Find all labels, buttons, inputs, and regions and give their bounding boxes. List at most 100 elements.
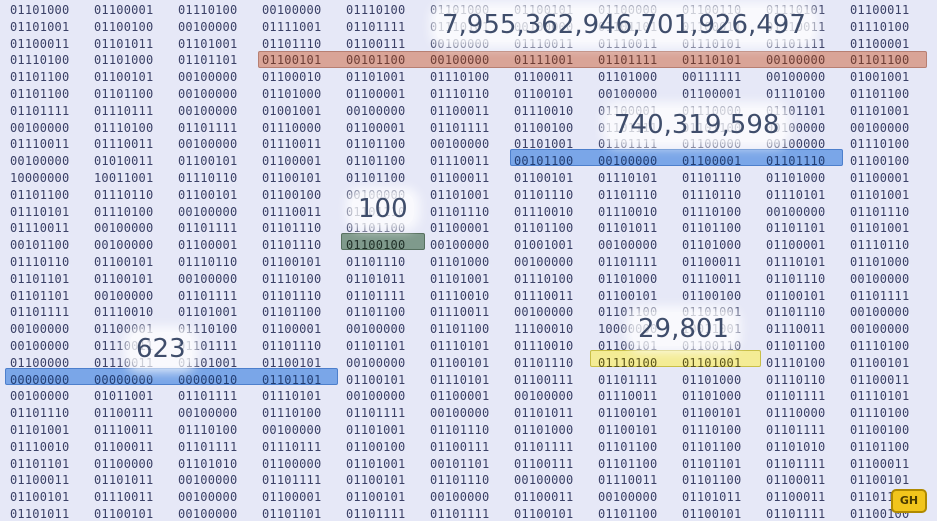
highlighted-byte: 00000000	[94, 372, 154, 387]
binary-byte: 01110011	[10, 221, 70, 236]
binary-byte: 00100000	[178, 507, 238, 521]
highlighted-byte: 01101001	[682, 355, 742, 370]
binary-byte: 01100101	[514, 171, 574, 185]
binary-byte: 00100000	[178, 406, 238, 421]
binary-byte: 01100010	[262, 70, 322, 85]
binary-byte: 01110011	[94, 490, 154, 505]
binary-byte: 01001001	[514, 238, 574, 253]
binary-byte: 01100001	[346, 120, 406, 135]
binary-byte: 00100000	[10, 339, 70, 353]
binary-byte: 01101111	[850, 288, 910, 303]
binary-byte: 00100000	[598, 490, 658, 505]
binary-byte: 01101111	[346, 288, 406, 303]
binary-byte: 01110100	[178, 3, 238, 17]
binary-byte: 01101110	[514, 187, 574, 202]
binary-byte: 01100100	[682, 288, 742, 303]
binary-byte: 01101011	[346, 271, 406, 286]
binary-byte: 10000000	[10, 171, 70, 185]
binary-byte: 01001001	[850, 70, 910, 85]
binary-byte: 01101110	[850, 204, 910, 219]
binary-byte: 01101001	[346, 70, 406, 85]
binary-byte: 01101111	[178, 439, 238, 454]
binary-byte: 01101000	[682, 238, 742, 253]
binary-byte: 01111001	[262, 19, 322, 34]
binary-byte: 01100101	[178, 187, 238, 202]
binary-byte: 01110010	[514, 339, 574, 353]
binary-byte: 01101010	[178, 456, 238, 471]
binary-byte: 01110101	[766, 187, 826, 202]
binary-byte: 01110100	[850, 406, 910, 421]
highlighted-byte: 01110101	[682, 53, 742, 68]
binary-byte: 01110100	[346, 3, 406, 17]
binary-byte: 01101001	[430, 187, 490, 202]
binary-byte: 01101110	[346, 255, 406, 269]
binary-byte: 01110101	[430, 339, 490, 353]
binary-byte: 00100000	[94, 238, 154, 253]
binary-byte: 01100111	[346, 36, 406, 51]
highlighted-byte: 01101111	[598, 53, 658, 68]
binary-byte: 01101001	[10, 19, 70, 34]
binary-byte: 01100001	[682, 87, 742, 101]
binary-byte: 01101111	[178, 221, 238, 236]
binary-byte: 01101111	[598, 372, 658, 387]
binary-byte: 01101100	[598, 439, 658, 454]
highlighted-byte: 01101101	[262, 372, 322, 387]
binary-byte: 01101000	[10, 3, 70, 17]
binary-byte: 01100101	[598, 406, 658, 421]
binary-byte: 00100000	[346, 322, 406, 337]
binary-byte: 00100000	[514, 255, 574, 269]
binary-byte: 00100000	[850, 305, 910, 320]
binary-byte: 00100000	[346, 389, 406, 404]
binary-byte: 00100000	[346, 103, 406, 118]
binary-byte: 01110010	[10, 439, 70, 454]
binary-byte: 01101101	[10, 456, 70, 471]
binary-byte: 01101110	[514, 355, 574, 370]
binary-byte: 00100000	[262, 3, 322, 17]
binary-byte: 01100101	[598, 288, 658, 303]
binary-byte: 01110011	[514, 288, 574, 303]
binary-byte: 01101111	[766, 507, 826, 521]
binary-byte: 01101111	[430, 507, 490, 521]
binary-byte: 01101100	[514, 221, 574, 236]
binary-byte: 01101100	[682, 221, 742, 236]
binary-byte: 01101100	[682, 439, 742, 454]
binary-byte: 01110010	[598, 204, 658, 219]
binary-byte: 01110100	[514, 271, 574, 286]
binary-byte: 01110110	[766, 372, 826, 387]
binary-byte: 01110000	[766, 406, 826, 421]
binary-byte: 01101001	[346, 423, 406, 437]
binary-byte: 01101000	[850, 255, 910, 269]
binary-byte: 00100000	[514, 473, 574, 488]
binary-byte: 01100000	[262, 456, 322, 471]
binary-byte: 01110110	[178, 171, 238, 185]
binary-byte: 01100101	[94, 507, 154, 521]
number-label-29801: 29,801	[632, 312, 735, 346]
highlight-blue-bottom	[5, 368, 338, 385]
highlight-yellow	[590, 350, 761, 367]
binary-byte: 01101110	[262, 339, 322, 353]
binary-byte: 01101110	[430, 423, 490, 437]
binary-byte: 01101000	[682, 389, 742, 404]
binary-byte: 01100101	[346, 473, 406, 488]
binary-byte: 01100111	[430, 439, 490, 454]
number-label-mid: 740,319,598	[608, 108, 786, 142]
binary-byte: 01101111	[766, 456, 826, 471]
binary-byte: 01100101	[682, 406, 742, 421]
binary-byte: 00100000	[94, 288, 154, 303]
binary-byte: 01101100	[682, 473, 742, 488]
binary-byte: 01110100	[850, 137, 910, 152]
binary-byte: 01101000	[598, 70, 658, 85]
binary-byte: 01100001	[178, 238, 238, 253]
binary-byte: 01110110	[850, 238, 910, 253]
binary-byte: 01101001	[850, 103, 910, 118]
binary-byte: 00100000	[178, 137, 238, 152]
binary-byte: 01110110	[430, 87, 490, 101]
binary-byte: 00100000	[430, 490, 490, 505]
binary-byte: 01101111	[346, 406, 406, 421]
binary-byte: 01101001	[850, 221, 910, 236]
binary-byte: 01100001	[850, 36, 910, 51]
highlighted-byte: 01100001	[682, 154, 742, 169]
binary-byte: 01100100	[850, 154, 910, 169]
binary-byte: 01110100	[262, 271, 322, 286]
highlight-green	[341, 233, 425, 250]
